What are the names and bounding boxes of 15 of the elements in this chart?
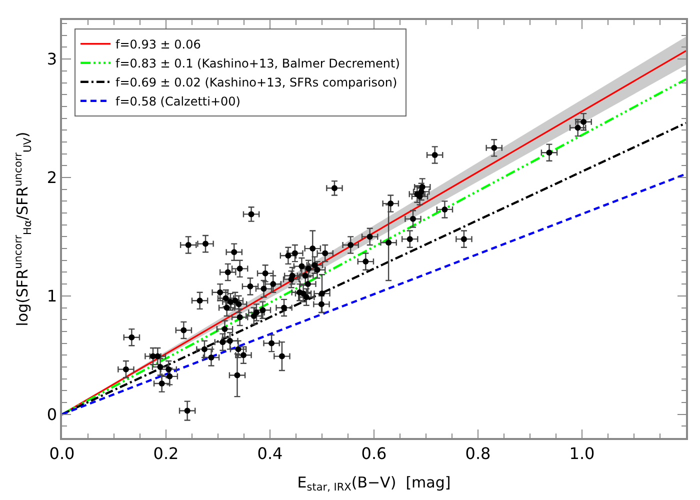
x-tick-label: 0.0: [49, 444, 75, 463]
legend-label: f=0.58 (Calzetti+00): [115, 94, 240, 109]
x-tick-label: 1.0: [569, 444, 595, 463]
y-tick-label: 1: [46, 286, 58, 306]
y-tick-label: 0: [46, 404, 58, 424]
y-tick-label: 2: [46, 168, 58, 188]
legend-label: f=0.69 ± 0.02 (Kashino+13, SFRs comparison): [115, 76, 398, 90]
y-tick-label: 3: [46, 50, 58, 69]
x-tick-label: 0.4: [257, 444, 283, 463]
legend-label: f=0.83 ± 0.1 (Kashino+13, Balmer Decrement): [115, 56, 400, 71]
legend-label: f=0.93 ± 0.06: [115, 38, 201, 52]
x-tick-label: 0.2: [153, 444, 179, 463]
x-axis-title: E$_{star, IRX}$(B−V) [mag]: [297, 473, 451, 494]
x-tick-label: 0.6: [361, 444, 387, 463]
x-tick-label: 0.8: [465, 444, 491, 463]
